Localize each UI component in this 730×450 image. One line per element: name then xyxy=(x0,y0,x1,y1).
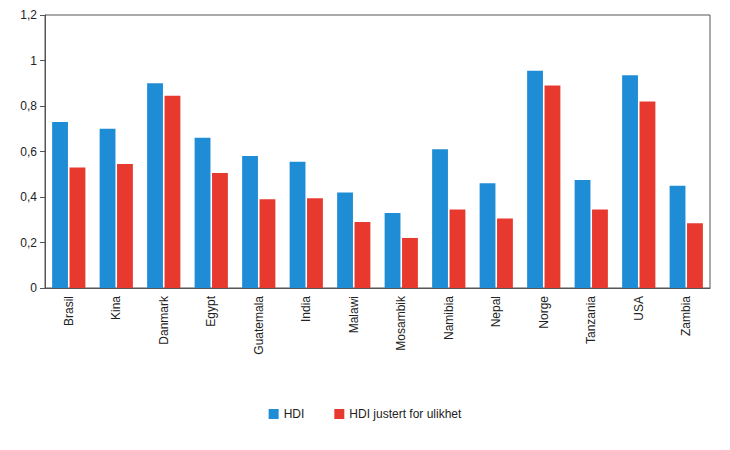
svg-text:Namibia: Namibia xyxy=(442,296,456,340)
svg-text:Brasil: Brasil xyxy=(62,296,76,326)
svg-text:Guatemala: Guatemala xyxy=(252,296,266,355)
svg-text:1,2: 1,2 xyxy=(20,8,37,22)
svg-text:0,8: 0,8 xyxy=(20,99,37,113)
svg-text:HDI justert for ulikhet: HDI justert for ulikhet xyxy=(349,407,462,421)
svg-text:0,6: 0,6 xyxy=(20,145,37,159)
svg-text:0,2: 0,2 xyxy=(20,236,37,250)
svg-text:0,4: 0,4 xyxy=(20,190,37,204)
svg-text:USA: USA xyxy=(632,296,646,321)
svg-text:Nepal: Nepal xyxy=(489,296,503,327)
svg-text:India: India xyxy=(299,296,313,322)
svg-text:Mosambik: Mosambik xyxy=(394,295,408,351)
svg-text:Danmark: Danmark xyxy=(157,295,171,345)
svg-text:Tanzania: Tanzania xyxy=(584,296,598,344)
svg-text:Zambia: Zambia xyxy=(679,296,693,336)
svg-text:0: 0 xyxy=(30,281,37,295)
svg-text:Malawi: Malawi xyxy=(347,296,361,333)
svg-text:Egypt: Egypt xyxy=(204,295,218,326)
svg-text:HDI: HDI xyxy=(284,407,305,421)
svg-text:Kina: Kina xyxy=(109,296,123,320)
svg-text:1: 1 xyxy=(30,54,37,68)
svg-text:Norge: Norge xyxy=(537,296,551,329)
